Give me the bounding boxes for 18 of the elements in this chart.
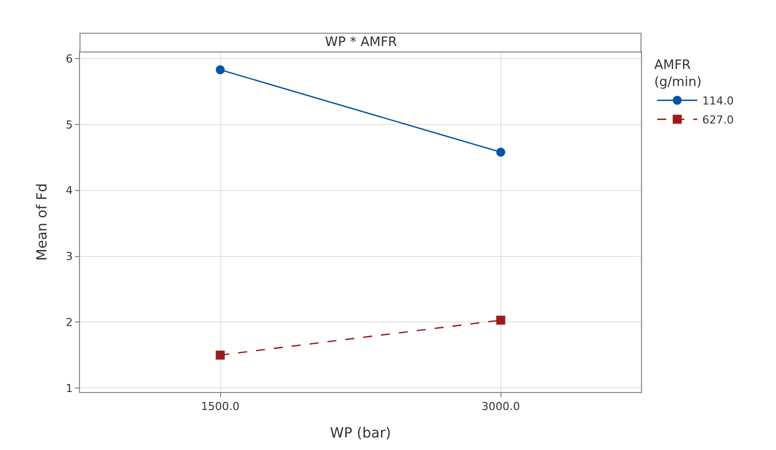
legend-title: AMFR (g/min) — [654, 58, 702, 90]
legend-label: 114.0 — [702, 94, 734, 108]
point — [496, 316, 506, 325]
y-tick-label: 2 — [66, 316, 73, 330]
point — [216, 65, 225, 74]
point — [496, 148, 506, 157]
y-axis-title: Mean of Fd — [34, 183, 50, 261]
point — [216, 350, 225, 360]
y-tick-label: 4 — [66, 184, 73, 198]
y-tick-label: 5 — [66, 118, 73, 132]
y-tick-label: 3 — [66, 250, 73, 264]
y-tick-label: 6 — [66, 52, 73, 66]
x-tick-label: 3000.0 — [482, 400, 520, 414]
chart-title: WP * AMFR — [325, 35, 398, 50]
x-axis-title: WP (bar) — [330, 426, 391, 442]
y-tick-label: 1 — [66, 382, 73, 395]
legend-label: 627.0 — [702, 114, 734, 127]
x-tick-label: 1500.0 — [201, 400, 240, 414]
